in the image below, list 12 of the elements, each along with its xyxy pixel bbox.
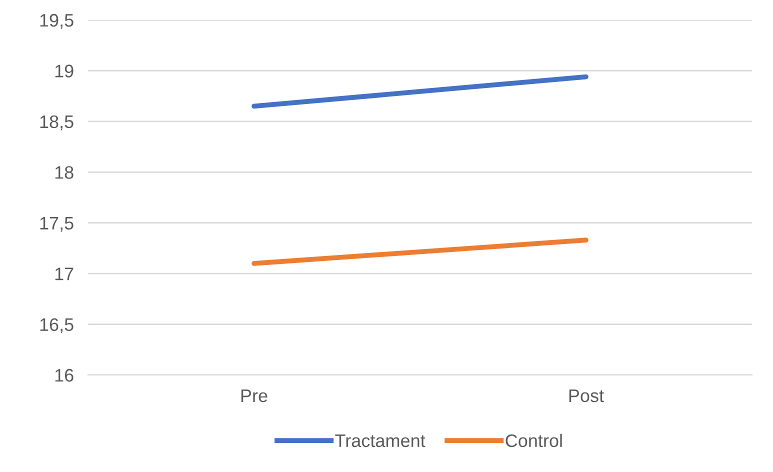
y-tick-label: 19,5	[40, 14, 74, 29]
y-tick-label: 18,5	[40, 115, 74, 130]
legend-label: Control	[506, 434, 562, 448]
y-tick-label: 16,5	[40, 318, 74, 334]
y-tick-label: 18	[55, 166, 74, 179]
y-tick-label: 16	[55, 368, 74, 382]
y-tick-label: 17	[55, 268, 74, 280]
y-tick-label: 17,5	[40, 216, 74, 232]
legend-label: Tractament	[335, 434, 426, 448]
x-tick-label: Pre	[241, 390, 268, 402]
y-tick-label: 19	[55, 64, 74, 78]
x-tick-label: Post	[569, 390, 604, 402]
